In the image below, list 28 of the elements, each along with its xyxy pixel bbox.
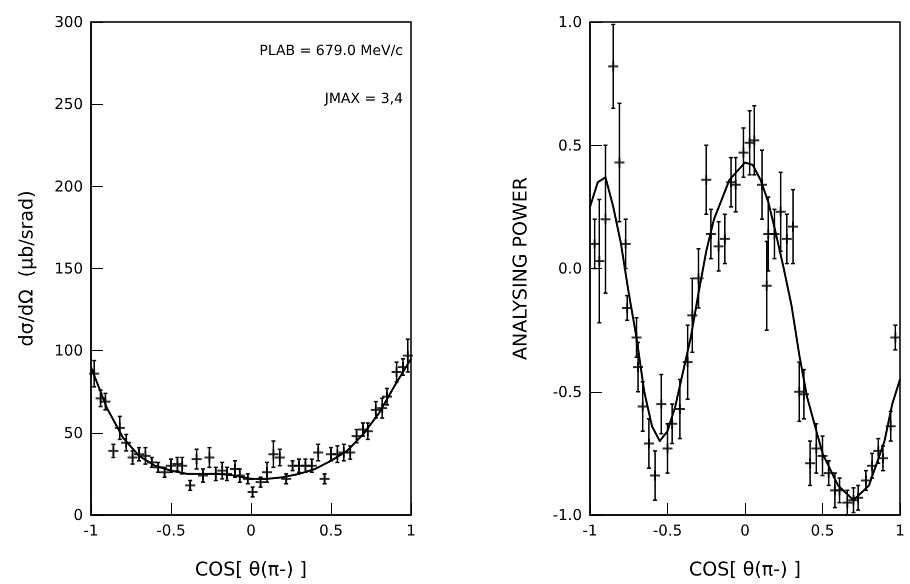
y-tick-label: 100 — [54, 342, 83, 360]
y-tick-label: 0 — [73, 506, 83, 524]
x-tick-label: 0 — [740, 522, 750, 540]
x-tick-label: 0.5 — [319, 522, 343, 540]
y-tick-label: 1.0 — [558, 13, 582, 31]
y-tick-label: 200 — [54, 177, 83, 196]
y-tick-label: 300 — [54, 13, 83, 31]
x-tick-label: 0.5 — [810, 522, 834, 540]
x-tick-label: -0.5 — [156, 522, 186, 540]
y-tick-label: -1.0 — [552, 506, 582, 524]
annotation: PLAB = 679.0 MeV/c — [259, 43, 404, 59]
y-axis-title: ANALYSING POWER — [510, 177, 532, 360]
annotation: JMAX = 3,4 — [324, 91, 404, 107]
x-axis-title: COS[ θ(π-) ] — [195, 558, 307, 580]
y-axis-title: dσ/dΩ (μb/srad) — [16, 190, 38, 346]
y-tick-label: 0.5 — [558, 136, 582, 154]
x-tick-label: -0.5 — [652, 522, 682, 540]
x-tick-label: -1 — [582, 522, 598, 540]
y-tick-label: 50 — [64, 424, 83, 442]
x-tick-label: 1 — [406, 522, 416, 540]
x-tick-label: 0 — [246, 522, 256, 540]
x-axis-title: COS[ θ(π-) ] — [689, 558, 801, 580]
y-tick-label: 250 — [54, 95, 83, 114]
x-tick-label: -1 — [84, 522, 98, 540]
y-tick-label: 150 — [54, 260, 83, 278]
y-tick-label: -0.5 — [552, 382, 582, 401]
x-tick-label: 1 — [895, 522, 905, 540]
y-tick-label: 0.0 — [558, 260, 582, 278]
